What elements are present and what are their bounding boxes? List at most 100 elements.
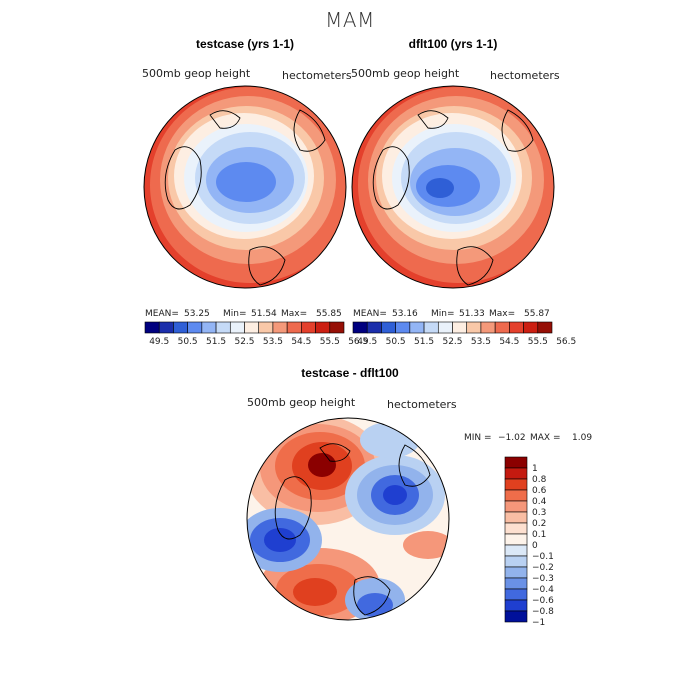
panel-2-variable: 500mb geop height [351, 67, 460, 80]
colorbar-1-tick-label: 52.5 [234, 337, 254, 347]
colorbar-3-tick-label: −0.4 [532, 585, 554, 595]
colorbar-3-swatch [504, 599, 528, 612]
colorbar-2-swatch [366, 321, 382, 334]
colorbar-2-swatch [452, 321, 468, 334]
colorbar-3-tick-label: 0.4 [532, 497, 547, 507]
colorbar-3-swatch [504, 511, 528, 524]
colorbar-1-swatch [187, 321, 203, 334]
map-1-border [143, 85, 347, 289]
colorbar-3-tick-label: 0 [532, 541, 538, 551]
map-2-coastlines [372, 109, 534, 286]
colorbar-1-tick-label: 55.5 [320, 337, 340, 347]
panel-2-mean-value: 53.16 [392, 309, 418, 319]
panel-3-min-value: −1.02 [498, 433, 526, 443]
map-3-border [246, 417, 450, 621]
colorbar-2-swatch [537, 321, 553, 334]
colorbar-1-swatch [144, 321, 160, 334]
colorbar-3-tick-label: 0.1 [532, 530, 546, 540]
map-3-field-min [264, 528, 296, 552]
panel-1-title: testcase (yrs 1-1) [195, 37, 295, 51]
colorbar-2-tick-label: 52.5 [442, 337, 462, 347]
colorbar-2-swatch [523, 321, 539, 334]
colorbar-2-swatch [494, 321, 510, 334]
panel-1-variable: 500mb geop height [142, 67, 251, 80]
colorbar-2: 49.5 50.5 51.5 52.5 53.5 54.5 55.5 56.5 [352, 321, 576, 347]
colorbar-3-tick-label: −0.6 [532, 596, 554, 606]
colorbar-1-tick-label: 56.5 [348, 337, 368, 347]
panel-2-max-value: 55.87 [524, 309, 550, 319]
colorbar-3-tick-label: −0.1 [532, 552, 554, 562]
colorbar-1-swatch [201, 321, 217, 334]
panel-3-max-label: MAX = [530, 433, 561, 443]
map-3-field-positive [403, 531, 449, 559]
panel-1-max-value: 55.85 [316, 309, 342, 319]
colorbar-2-swatch [466, 321, 482, 334]
colorbar-3-tick-label: 0.3 [532, 508, 546, 518]
panel-1-max-label: Max= [281, 309, 308, 319]
colorbar-2-tick-label: 54.5 [499, 337, 519, 347]
colorbar-1: 49.5 50.5 51.5 52.5 53.5 54.5 55.5 56.5 [144, 321, 368, 347]
colorbar-2-swatch [381, 321, 396, 334]
panel-1-units: hectometers [282, 69, 352, 82]
colorbar-3-tick-label: −0.2 [532, 563, 554, 573]
map-3-difference [247, 418, 449, 620]
colorbar-3-swatch [504, 566, 528, 579]
map-1-coastlines [164, 109, 326, 286]
main-title: MAM [325, 8, 375, 32]
colorbar-1-tick-label: 50.5 [178, 337, 198, 347]
colorbar-1-swatch [229, 321, 245, 334]
map-3-field-max [308, 453, 336, 477]
map-3-coastlines [274, 443, 431, 616]
colorbar-1-tick-label: 54.5 [291, 337, 311, 347]
colorbar-3-swatch [504, 544, 528, 557]
panel-2-min-label: Min= [431, 309, 455, 319]
panel-3-min-label: MIN = [464, 433, 492, 443]
colorbar-3-swatch [504, 489, 528, 502]
colorbar-3-tick-label: −0.8 [532, 607, 554, 617]
colorbar-1-swatch [173, 321, 188, 334]
colorbar-2-swatch [423, 321, 439, 334]
panel-2-mean-label: MEAN= [353, 309, 387, 319]
map-2-field-core [426, 178, 454, 198]
colorbar-1-tick-label: 53.5 [263, 337, 283, 347]
colorbar-1-swatch [272, 321, 288, 334]
colorbar-3-swatch [504, 555, 528, 568]
map-1-field-core [216, 162, 276, 202]
colorbar-1-tick-label: 49.5 [149, 337, 169, 347]
colorbar-1-swatch [158, 321, 174, 334]
colorbar-3-tick-label: −0.3 [532, 574, 554, 584]
colorbar-3-tick-label: 0.8 [532, 475, 547, 485]
colorbar-2-swatch [352, 321, 368, 334]
panel-2-title: dflt100 (yrs 1-1) [408, 37, 498, 51]
map-2-border [351, 85, 555, 289]
panel-3-title: testcase - dflt100 [301, 366, 399, 380]
colorbar-3-swatch [504, 467, 528, 480]
colorbar-3-tick-label: 0.2 [532, 519, 546, 529]
map-3-field-negative [357, 593, 393, 617]
colorbar-1-swatch [215, 321, 231, 334]
colorbar-3-swatch [504, 522, 528, 535]
panel-2-min-value: 51.33 [459, 309, 485, 319]
colorbar-3-tick-label: −1 [532, 618, 545, 628]
colorbar-2-tick-label: 50.5 [386, 337, 406, 347]
colorbar-1-swatch [329, 321, 345, 334]
map-2-dflt100 [352, 86, 554, 288]
colorbar-1-swatch [244, 321, 260, 334]
colorbar-3: 10.80.60.40.30.20.10−0.1−0.2−0.3−0.4−0.6… [504, 456, 554, 628]
colorbar-2-tick-label: 56.5 [556, 337, 576, 347]
colorbar-3-swatch [504, 610, 528, 623]
colorbar-3-swatch [504, 456, 528, 469]
colorbar-2-swatch [395, 321, 411, 334]
panel-1-min-label: Min= [223, 309, 247, 319]
colorbar-1-swatch [301, 321, 316, 334]
colorbar-1-tick-label: 51.5 [206, 337, 226, 347]
colorbar-2-tick-label: 49.5 [357, 337, 377, 347]
colorbar-2-tick-label: 55.5 [528, 337, 548, 347]
colorbar-2-tick-label: 51.5 [414, 337, 434, 347]
colorbar-1-swatch [258, 321, 274, 334]
colorbar-3-tick-label: 1 [532, 464, 538, 474]
panel-1-min-value: 51.54 [251, 309, 277, 319]
colorbar-3-tick-label: 0.6 [532, 486, 547, 496]
panel-3-max-value: 1.09 [572, 433, 593, 443]
